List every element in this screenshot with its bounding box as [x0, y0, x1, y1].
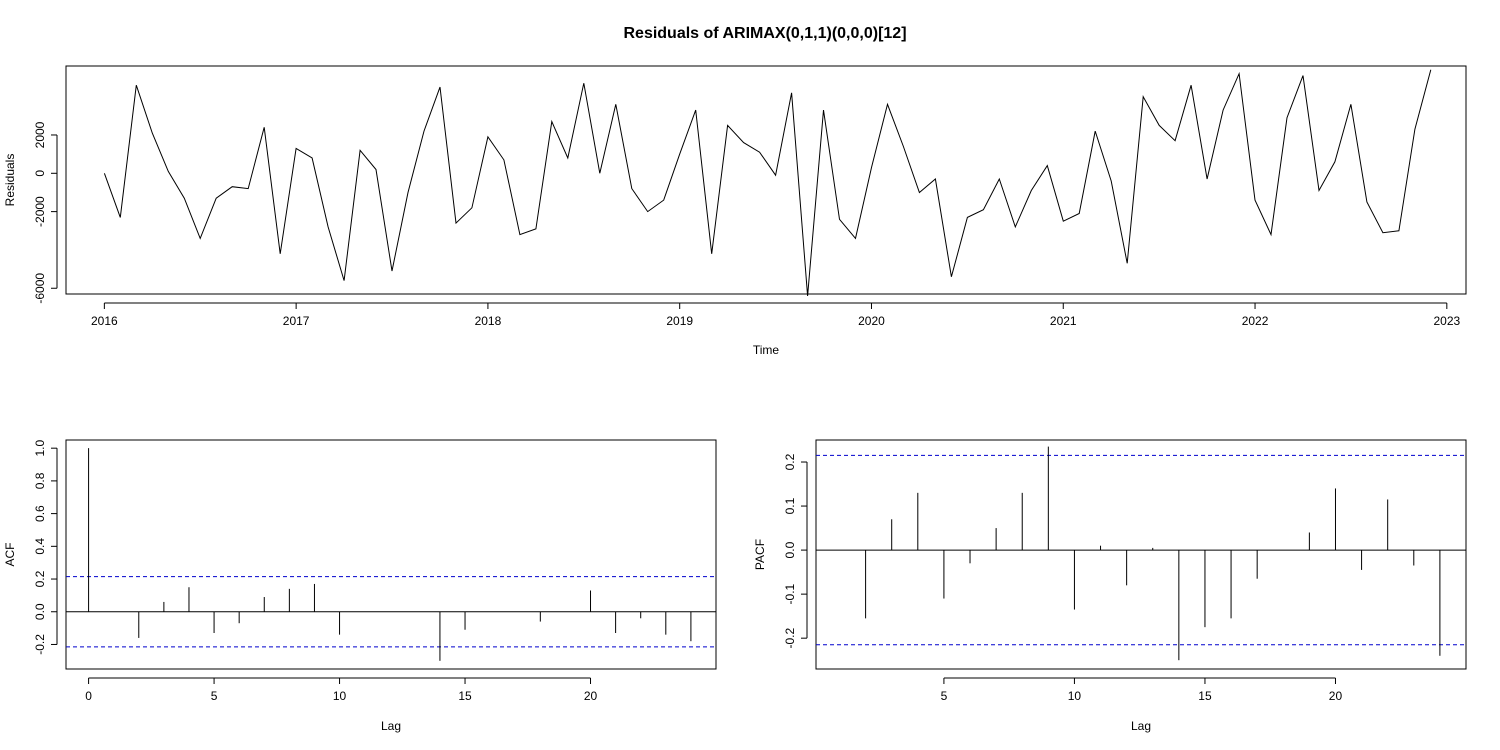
- x-axis-label: Time: [753, 343, 780, 357]
- chart-title: Residuals of ARIMAX(0,1,1)(0,0,0)[12]: [623, 25, 906, 42]
- y-tick-label: 0.2: [783, 453, 797, 470]
- panel-residuals: 2016 2017 2018 2019 2020 2021 2022 2023 Time -600…: [3, 65, 1467, 357]
- x-tick-label: 2019: [666, 314, 693, 328]
- plot-frame: [65, 439, 717, 670]
- x-axis-label: Lag: [1131, 719, 1151, 733]
- y-tick-label: 0.0: [783, 541, 797, 558]
- y-tick-label: -2000: [33, 196, 47, 227]
- y-tick-label: -6000: [33, 273, 47, 304]
- y-axis-label: PACF: [753, 539, 767, 570]
- plot-frame: [815, 439, 1467, 670]
- panel-pacf: 5 10 15 20 Lag -0.2 -0.1 0.0 0.1 0.2 PACF: [753, 439, 1467, 733]
- x-tick-label: 2023: [1433, 314, 1460, 328]
- y-tick-label: -0.1: [783, 583, 797, 604]
- plot-frame: [65, 65, 1467, 295]
- x-tick-label: 15: [1198, 689, 1212, 703]
- y-tick-label: 0: [33, 170, 47, 177]
- panel-acf: 0 5 10 15 20 Lag -0.2 0.0 0.2 0.4 0.6 0.8 1.0 ACF: [3, 439, 717, 733]
- x-tick-label: 20: [1329, 689, 1343, 703]
- x-tick-label: 2020: [858, 314, 885, 328]
- x-tick-label: 10: [1068, 689, 1082, 703]
- y-tick-label: -0.2: [33, 634, 47, 655]
- x-tick-label: 2018: [475, 314, 502, 328]
- y-tick-label: 1.0: [33, 440, 47, 457]
- y-axis-label: Residuals: [3, 154, 17, 207]
- y-tick-label: 0.4: [33, 538, 47, 555]
- x-axis-label: Lag: [381, 719, 401, 733]
- y-tick-label: -0.2: [783, 628, 797, 649]
- x-tick-label: 2016: [91, 314, 118, 328]
- x-tick-label: 5: [941, 689, 948, 703]
- x-tick-label: 2022: [1242, 314, 1269, 328]
- x-tick-label: 2021: [1050, 314, 1077, 328]
- residual-series-line: [103, 69, 1432, 296]
- y-axis-label: ACF: [3, 543, 17, 567]
- x-tick-label: 10: [333, 689, 347, 703]
- y-tick-label: 0.6: [33, 505, 47, 522]
- y-tick-label: 0.0: [33, 603, 47, 620]
- y-tick-label: 0.8: [33, 472, 47, 489]
- y-tick-label: 0.1: [783, 497, 797, 514]
- x-tick-label: 15: [458, 689, 472, 703]
- x-tick-label: 2017: [283, 314, 310, 328]
- x-tick-label: 20: [584, 689, 598, 703]
- y-tick-label: 2000: [33, 121, 47, 148]
- x-tick-label: 0: [85, 689, 92, 703]
- x-tick-label: 5: [211, 689, 218, 703]
- y-tick-label: 0.2: [33, 570, 47, 587]
